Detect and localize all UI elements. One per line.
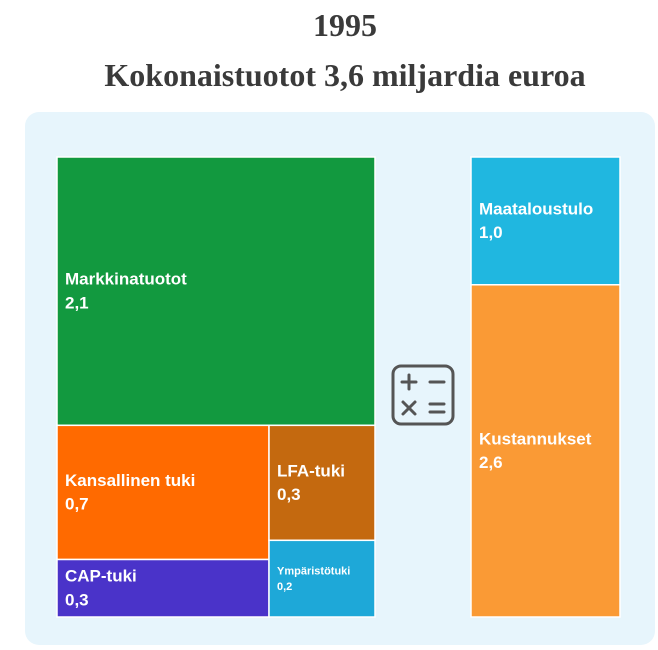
tile-label: Ympäristötuki	[277, 565, 350, 577]
tile-value: 0,3	[65, 590, 89, 609]
tile-value: 2,1	[65, 293, 89, 312]
tile-label: Kansallinen tuki	[65, 471, 195, 490]
tile-value: 0,7	[65, 495, 89, 514]
calculator-icon	[391, 364, 455, 426]
tile	[268, 539, 376, 618]
tile-label: LFA-tuki	[277, 461, 345, 480]
tile-value: 0,3	[277, 485, 301, 504]
tile-value: 0,2	[277, 581, 292, 593]
tile	[56, 424, 270, 561]
tile-value: 2,6	[479, 453, 503, 472]
tile-label: Markkinatuotot	[65, 270, 187, 289]
tile-label: Kustannukset	[479, 429, 592, 448]
chart-subtitle: Kokonaistuotot 3,6 miljardia euroa	[104, 57, 585, 93]
tile-label: Maataloustulo	[479, 199, 593, 218]
tile	[56, 156, 376, 427]
tile-value: 1,0	[479, 223, 503, 242]
tile	[268, 424, 376, 542]
tile	[470, 284, 621, 618]
tile-label: CAP-tuki	[65, 567, 137, 586]
chart-title: 1995	[313, 7, 377, 43]
tile	[470, 156, 621, 286]
